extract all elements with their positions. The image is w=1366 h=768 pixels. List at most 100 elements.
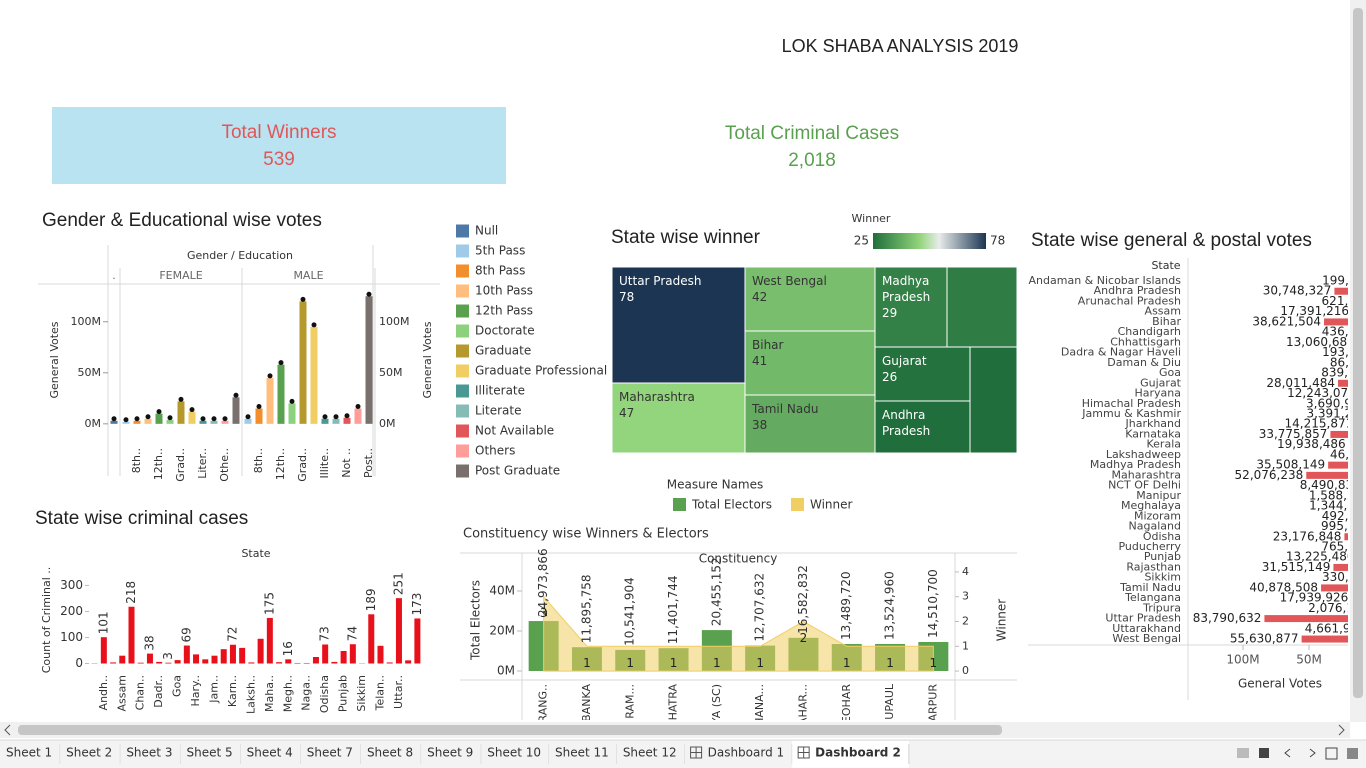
tab[interactable]: [240, 741, 301, 768]
bar: [177, 401, 185, 424]
value-label: 28,011,484: [1266, 376, 1335, 390]
x-tick-label: Liter..: [196, 448, 209, 479]
cell-label: West Bengal 42: [752, 274, 827, 304]
icon[interactable]: [1284, 748, 1316, 758]
tab-label[interactable]: Sheet 4: [247, 746, 293, 760]
h-scroll-thumb[interactable]: [18, 725, 1002, 735]
bar: [349, 644, 356, 664]
x-tick-label: Grad..: [296, 448, 309, 482]
y-axis-label: General Votes: [48, 321, 61, 398]
bar: [1321, 584, 1348, 592]
cell-label: [947, 267, 1017, 347]
value-label: 1: [583, 656, 591, 670]
y-tick-label: Sikkim: [1144, 571, 1181, 584]
legend-title: Winner: [852, 212, 891, 225]
legend-swatch: [790, 498, 804, 511]
bar: [1334, 287, 1348, 295]
value-label: 33,775,857: [1259, 427, 1328, 441]
bar-icon: [222, 416, 228, 422]
bar: [183, 645, 190, 664]
x-tick-label: 12th..: [152, 448, 165, 480]
legend-title: Measure Names: [667, 478, 763, 492]
icon[interactable]: [1347, 748, 1358, 759]
bar-icon: [366, 291, 372, 297]
scroll-arrows[interactable]: [4, 724, 1345, 736]
y-tick-label: 300: [60, 578, 83, 592]
tab-label[interactable]: Sheet 1: [6, 746, 52, 760]
tab-label[interactable]: Sheet 8: [367, 746, 413, 760]
bar: [220, 649, 227, 664]
bar: [156, 661, 163, 664]
tab-label[interactable]: Sheet 12: [623, 746, 677, 760]
tab[interactable]: [421, 741, 482, 768]
panel-label: .: [112, 269, 116, 282]
tab[interactable]: [300, 741, 361, 768]
value-label: 12,707,632: [753, 573, 767, 642]
tab-label[interactable]: Sheet 10: [487, 746, 541, 760]
bar-icon: [245, 414, 251, 420]
tab[interactable]: [792, 741, 909, 768]
value-label: 3: [540, 606, 548, 620]
legend-tick-label: 78: [990, 234, 1005, 248]
y-tick-label: 100M: [71, 315, 102, 328]
y-tick-label: Andaman & Nicobar Islands: [1029, 274, 1182, 287]
tab[interactable]: [0, 741, 61, 768]
value-label: 3,391,240: [1306, 406, 1366, 420]
tab-label[interactable]: Sheet 9: [427, 746, 473, 760]
tab[interactable]: [360, 741, 422, 768]
icon[interactable]: [1325, 747, 1338, 760]
y-tick-label: 0: [75, 656, 83, 670]
tab[interactable]: [180, 741, 241, 768]
bar: [221, 420, 229, 424]
value-label: 1: [843, 656, 851, 670]
tab-label[interactable]: Sheet 2: [66, 746, 112, 760]
cell-label: Tamil Nadu 38: [745, 395, 875, 453]
value-label: 436,240: [1322, 325, 1366, 339]
bar-icon: [156, 409, 162, 415]
legend-swatch: [456, 444, 469, 458]
x-tick-label: Illite..: [318, 448, 331, 479]
icon[interactable]: [1237, 748, 1249, 758]
x-axis-label: General Votes: [1238, 677, 1322, 691]
value-label: 621,390: [1322, 294, 1366, 308]
value-label: 19,938,486: [1277, 437, 1346, 451]
tab-label[interactable]: Sheet 3: [126, 746, 172, 760]
legend-swatch: [456, 224, 469, 238]
tab[interactable]: [120, 741, 181, 768]
cell-text: Tamil Nadu 38: [745, 395, 875, 453]
y-tick-label: Haryana: [1135, 387, 1182, 400]
icon[interactable]: [1259, 748, 1269, 758]
tab-label[interactable]: Dashboard 2: [815, 746, 901, 760]
x-tick-label: 50M: [1296, 653, 1322, 667]
tab-icon: [797, 746, 810, 759]
tab-label[interactable]: Sheet 5: [186, 746, 232, 760]
bar: [165, 662, 172, 664]
tab-label[interactable]: Sheet 11: [555, 746, 609, 760]
tab[interactable]: [60, 741, 121, 768]
tab-label[interactable]: Dashboard 1: [708, 746, 785, 760]
y-tick-label: Uttarakhand: [1112, 622, 1181, 635]
legend-swatch: [456, 424, 469, 438]
x-tick-label: Odisha: [318, 675, 331, 713]
status-icons[interactable]: [1237, 747, 1358, 760]
value-label: 189: [364, 588, 378, 611]
cell-text: [947, 267, 1017, 347]
y-axis-label: Total Electors: [469, 580, 483, 661]
treemap-cell: [969, 346, 1018, 454]
chart-title: Constituency wise Winners & Electors: [463, 527, 709, 542]
tab-label[interactable]: Sheet 7: [307, 746, 353, 760]
y2-tick-label: 100M: [379, 315, 410, 328]
legend-tick-label: 25: [854, 234, 869, 248]
tab[interactable]: [549, 741, 617, 768]
v-scroll-thumb[interactable]: [1353, 8, 1363, 698]
x-tick-label: YA (SC): [710, 684, 723, 725]
cell-label: Gujarat 26: [882, 354, 927, 384]
value-label: 38: [142, 635, 156, 650]
bar: [414, 618, 421, 664]
bar: [211, 655, 218, 664]
tab[interactable]: [481, 741, 550, 768]
cell-name: Bihar: [752, 338, 784, 352]
tab[interactable]: [684, 741, 793, 768]
tab[interactable]: [616, 741, 685, 768]
treemap-cell: [874, 266, 948, 348]
